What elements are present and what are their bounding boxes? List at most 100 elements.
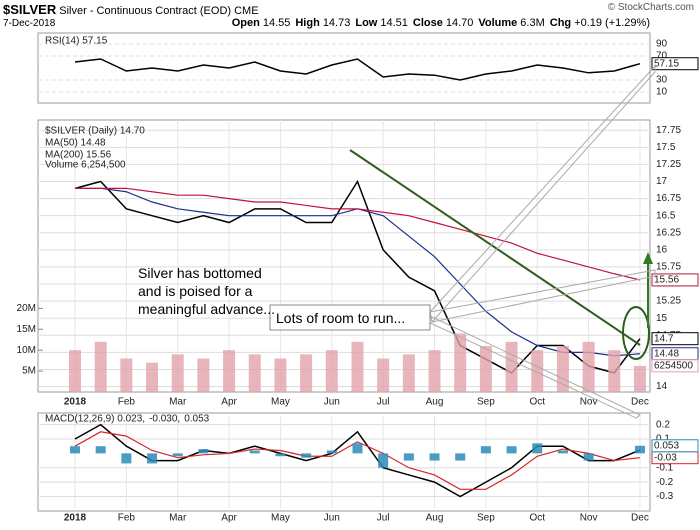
series-line	[74, 431, 641, 490]
y-tick-label: 15	[656, 313, 668, 324]
y-tick-label: 16.75	[656, 193, 681, 204]
volume-bar	[197, 358, 210, 392]
stat-value: +0.19 (+1.29%)	[574, 17, 650, 29]
y-tick-label: 17.75	[656, 125, 681, 136]
histogram-bar	[249, 450, 260, 454]
volume-bar	[120, 358, 133, 392]
legend-entry: $SILVER (Daily) 14.70	[45, 126, 145, 137]
symbol: $SILVER	[3, 2, 57, 17]
drawings	[269, 64, 656, 419]
series-line	[74, 179, 641, 374]
stat-label: High	[295, 17, 320, 29]
stat-value: 14.51	[380, 17, 408, 29]
value-badge	[651, 359, 699, 373]
price-frame	[37, 119, 651, 393]
volume-bar	[479, 346, 492, 392]
histogram-bar	[634, 445, 645, 454]
legend-entry: 0.053	[184, 414, 209, 425]
x-tick-label: Sep	[477, 397, 495, 408]
x-tick-label: Oct	[529, 513, 545, 524]
volume-bar	[454, 333, 467, 392]
y-tick-label: 90	[656, 39, 668, 50]
x-tick-label: 2018	[64, 397, 87, 408]
y-tick-label: -0.2	[656, 477, 674, 488]
histogram-bar	[352, 443, 363, 454]
volume-bar	[69, 350, 81, 392]
volume-bar	[531, 350, 544, 392]
histogram-bar	[275, 453, 286, 457]
y-tick-label: 17.25	[656, 159, 681, 170]
y-tick-label: 70	[656, 51, 668, 62]
histogram-bar	[147, 453, 158, 464]
volume-bar	[633, 365, 646, 392]
stats: Open 14.55 High 14.73 Low 14.51 Close 14.70 Volu…	[227, 17, 650, 29]
annotation: Silver has bottomed and is poised for a …	[138, 265, 275, 317]
instrument: Silver - Continuous Contract (EOD) CME	[59, 5, 259, 17]
value-badge-label: 57.15	[654, 58, 679, 69]
y-tick-label: 0.2	[656, 419, 670, 430]
volume-bar	[171, 354, 184, 392]
x-tick-label: Apr	[221, 513, 237, 524]
histogram-bar	[455, 453, 466, 461]
y-tick-label: -0.1	[656, 462, 674, 473]
histogram-bar	[378, 453, 389, 468]
x-tick-label: Jun	[324, 513, 340, 524]
stat-label: Chg	[549, 17, 572, 29]
x-tick-label: Feb	[118, 513, 136, 524]
x-tick-label: Jun	[324, 397, 340, 408]
volume-bar	[325, 350, 338, 392]
volume-bar	[608, 350, 621, 392]
highlight-ellipse	[622, 306, 650, 360]
histogram-bar	[557, 450, 568, 454]
y-tick-label: -0.3	[656, 491, 674, 502]
histogram-bar	[95, 446, 106, 454]
legend-entry: MA(200) 15.56	[45, 150, 112, 161]
histogram-bar	[583, 453, 594, 461]
volume-bar	[94, 341, 107, 392]
credit: © StockCharts.com	[607, 2, 694, 13]
legend-entry: RSI(14) 57.15	[45, 36, 108, 47]
volume-bar	[556, 346, 569, 392]
x-tick-label: Aug	[426, 513, 444, 524]
x-tick-label: Dec	[631, 397, 649, 408]
y-tick-label: 20M	[17, 303, 36, 314]
histogram-bar	[403, 453, 414, 461]
volume-bar	[223, 350, 236, 392]
y-tick-label: 17	[656, 176, 668, 187]
stat-value: 6.3M	[520, 17, 545, 29]
x-tick-label: Jul	[377, 397, 390, 408]
histogram-bar	[326, 450, 337, 454]
x-tick-label: May	[271, 513, 290, 524]
value-badge-label: -0.03	[654, 452, 677, 463]
legend-entry: -0.030,	[149, 414, 180, 425]
y-tick-label: 14	[656, 381, 668, 392]
volume-bar	[146, 362, 159, 392]
stat-label: Close	[412, 17, 443, 29]
volume-bar	[505, 341, 518, 392]
stat-label: Low	[355, 17, 378, 29]
header: $SILVER Silver - Continuous Contract (EO…	[3, 2, 259, 17]
y-tick-label: 16.5	[656, 210, 676, 221]
histogram-bar	[121, 453, 132, 464]
x-tick-label: Nov	[580, 397, 598, 408]
volume-bar	[582, 341, 595, 392]
value-badge	[651, 332, 699, 346]
x-tick-label: Sep	[477, 513, 495, 524]
y-tick-label: 17.5	[656, 142, 676, 153]
value-badge	[651, 439, 699, 453]
histogram-bar	[301, 453, 312, 458]
y-tick-label: 15M	[17, 324, 36, 335]
legend-entry: MA(50) 14.48	[45, 138, 106, 149]
series-line	[75, 187, 641, 281]
callout-box	[269, 304, 431, 331]
series-line	[74, 58, 641, 81]
y-tick-label: 5M	[22, 366, 36, 377]
date: 7-Dec-2018	[3, 18, 56, 29]
volume-bar	[248, 354, 261, 392]
y-tick-label: 16	[656, 244, 668, 255]
callout	[429, 269, 656, 323]
x-tick-label: 2018	[64, 513, 87, 524]
